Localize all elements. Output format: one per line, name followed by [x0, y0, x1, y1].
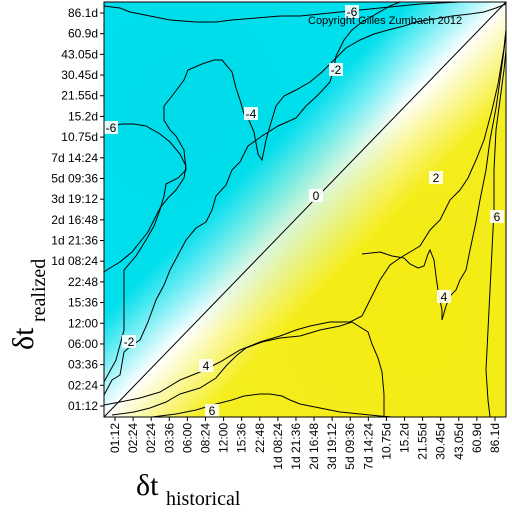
contour-minus-6-left — [103, 123, 187, 273]
contour-label-bg — [122, 335, 136, 348]
contour-plus-6-right — [485, 49, 507, 418]
copyright-text: Copyright Gilles Zumbach 2012 — [308, 15, 462, 27]
x-tick-label: 1d 21:36 — [289, 423, 303, 470]
contour-label-text: 6 — [209, 404, 216, 418]
y-tick-label: 30.45d — [61, 68, 98, 82]
y-tick-label: 1d 21:36 — [51, 234, 98, 248]
y-tick-label: 22:48 — [68, 275, 98, 289]
contour-label: 4 — [199, 359, 213, 373]
y-tick-label: 06:00 — [68, 337, 98, 351]
contour-label-text: -2 — [124, 335, 135, 349]
contour-label-bg — [199, 359, 213, 372]
y-tick-label: 03:36 — [68, 358, 98, 372]
contour-label-text: 4 — [441, 290, 448, 304]
x-axis-ticks: 01:12 02:24 02:24 03:36 06:00 08:24 12:00 15:36… — [108, 417, 502, 470]
contour-minus-2-upper — [103, 1, 401, 396]
contour-label: -6 — [104, 121, 118, 135]
y-tick-label: 3d 19:12 — [51, 192, 98, 206]
contour-label: -2 — [122, 335, 136, 349]
y-axis-title-main: δt — [7, 327, 40, 350]
y-axis-title: δt realized — [7, 259, 50, 350]
contour-label-bg — [437, 290, 451, 303]
plot-frame — [103, 1, 507, 418]
contour-label: -2 — [329, 63, 343, 77]
x-tick-label: 86.1d — [488, 423, 502, 453]
x-tick-label: 43.05d — [452, 423, 466, 460]
plot-area: -6 -6 -4 -2 -2 0 2 4 4 6 6 Copyright Gilles Zumbac… — [103, 1, 507, 418]
y-axis-ticks: 01:12 02:24 03:36 06:00 12:00 15:36 22:48 1d 08… — [51, 6, 104, 413]
contour-plus-6-lower — [151, 393, 393, 418]
contour-labels: -6 -6 -4 -2 -2 0 2 4 4 6 6 — [104, 5, 504, 418]
contour-label-bg — [244, 107, 258, 120]
y-tick-label: 43.05d — [61, 47, 98, 61]
x-tick-label: 08:24 — [198, 423, 212, 453]
x-tick-label: 1d 08:24 — [271, 423, 285, 470]
contour-label-text: -6 — [347, 5, 358, 19]
contour-label: -6 — [345, 5, 359, 19]
x-tick-label: 2d 16:48 — [307, 423, 321, 470]
contour-label-text: -6 — [106, 121, 117, 135]
contour-label-bg — [205, 404, 219, 417]
contour-label: 6 — [205, 404, 219, 418]
y-tick-label: 01:12 — [68, 399, 98, 413]
contour-label-text: 6 — [494, 210, 501, 224]
y-tick-label: 02:24 — [68, 378, 98, 392]
x-tick-label: 02:24 — [126, 423, 140, 453]
contour-minus-6-top — [103, 1, 461, 23]
x-tick-label: 30.45d — [434, 423, 448, 460]
x-tick-label: 15.2d — [398, 423, 412, 453]
x-tick-label: 06:00 — [180, 423, 194, 453]
y-axis-title-sub: realized — [28, 259, 50, 322]
y-tick-label: 12:00 — [68, 316, 98, 330]
contour-label-text: -2 — [331, 63, 342, 77]
y-tick-label: 7d 14:24 — [51, 151, 98, 165]
x-tick-label: 21.55d — [416, 423, 430, 460]
y-tick-label: 15.2d — [68, 109, 98, 123]
contour-label: -4 — [244, 107, 258, 121]
y-tick-label: 60.9d — [68, 27, 98, 41]
contour-zero-diagonal — [103, 1, 507, 418]
contour-label-bg — [345, 5, 359, 18]
y-tick-label: 1d 08:24 — [51, 254, 98, 268]
contour-label-text: 2 — [433, 171, 440, 185]
y-tick-label: 15:36 — [68, 296, 98, 310]
contour-label: 2 — [429, 171, 443, 185]
x-tick-label: 22:48 — [253, 423, 267, 453]
contour-label-text: -4 — [246, 107, 257, 121]
x-tick-label: 03:36 — [162, 423, 176, 453]
contour-label-bg — [104, 121, 118, 134]
x-tick-label: 12:00 — [217, 423, 231, 453]
y-tick-label: 10.75d — [61, 130, 98, 144]
contour-label-text: 4 — [203, 359, 210, 373]
y-tick-label: 5d 09:36 — [51, 171, 98, 185]
x-tick-label: 3d 19:12 — [325, 423, 339, 470]
x-tick-label: 5d 09:36 — [343, 423, 357, 470]
contour-minus-4 — [103, 3, 507, 383]
contour-label-bg — [490, 210, 504, 223]
contour-label: 4 — [437, 290, 451, 304]
x-tick-label: 02:24 — [144, 423, 158, 453]
contour-label-text: 0 — [313, 189, 320, 203]
x-tick-label: 15:36 — [235, 423, 249, 453]
x-tick-label: 01:12 — [108, 423, 122, 453]
x-tick-label: 10.75d — [379, 423, 393, 460]
y-tick-label: 21.55d — [61, 89, 98, 103]
contour-label-bg — [429, 171, 443, 184]
contour-plus-4 — [111, 321, 385, 417]
x-axis-title-sub: historical — [166, 488, 241, 510]
contour-label-bg — [329, 63, 343, 76]
x-axis-title: δt historical — [136, 469, 241, 510]
contour-label-bg — [309, 189, 323, 202]
contour-label: 0 — [309, 189, 323, 203]
x-tick-label: 60.9d — [470, 423, 484, 453]
x-axis-title-main: δt — [136, 469, 159, 502]
x-tick-label: 7d 14:24 — [361, 423, 375, 470]
contour-plus-4-right — [361, 29, 507, 321]
contour-label: 6 — [490, 210, 504, 224]
y-tick-label: 86.1d — [68, 6, 98, 20]
y-tick-label: 2d 16:48 — [51, 213, 98, 227]
contour-lines — [103, 1, 507, 418]
